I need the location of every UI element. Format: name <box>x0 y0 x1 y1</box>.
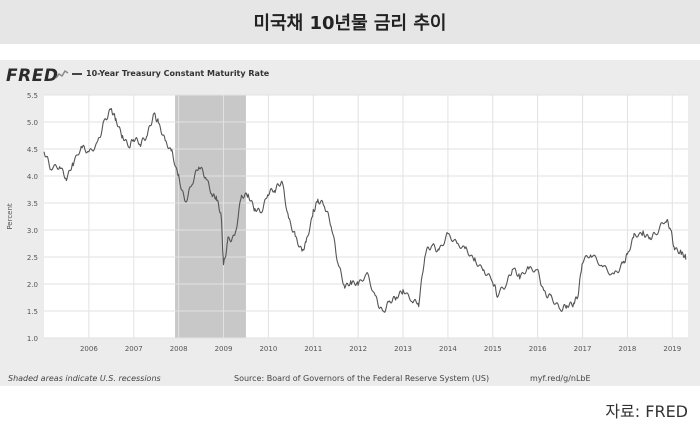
y-tick-label: 1.0 <box>27 335 38 343</box>
x-tick-label: 2010 <box>259 345 277 353</box>
recession-note: Shaded areas indicate U.S. recessions <box>8 374 161 383</box>
chart-panel: FRED 10-Year Treasury Constant Maturity … <box>0 60 700 386</box>
x-tick-label: 2013 <box>394 345 412 353</box>
x-tick-label: 2018 <box>619 345 637 353</box>
line-chart: 1.0 1.5 2.0 2.5 3.0 3.5 4.0 4.5 5.0 5.5 2006 2007 20… <box>6 92 688 353</box>
x-tick-label: 2016 <box>529 345 547 353</box>
y-tick-label: 3.5 <box>27 200 38 208</box>
x-tick-label: 2007 <box>125 345 143 353</box>
recession-band <box>175 95 246 338</box>
y-tick-label: 5.5 <box>27 92 38 100</box>
x-tick-label: 2014 <box>439 345 457 353</box>
y-axis-label: Percent <box>6 203 14 230</box>
y-tick-label: 2.0 <box>27 281 38 289</box>
x-tick-label: 2015 <box>484 345 502 353</box>
x-tick-label: 2009 <box>215 345 233 353</box>
chart-legend: 10-Year Treasury Constant Maturity Rate <box>72 69 269 78</box>
credit-text: 자료: FRED <box>605 402 688 421</box>
legend-line-swatch <box>72 72 82 75</box>
x-tick-label: 2011 <box>304 345 322 353</box>
legend-label: 10-Year Treasury Constant Maturity Rate <box>86 69 270 78</box>
trend-chart-icon <box>55 69 69 79</box>
y-tick-label: 5.0 <box>27 119 38 127</box>
x-tick-label: 2008 <box>170 345 188 353</box>
source-note: Source: Board of Governors of the Federa… <box>234 374 490 383</box>
x-tick-label: 2012 <box>349 345 367 353</box>
x-tick-label: 2006 <box>80 345 98 353</box>
x-tick-label: 2019 <box>663 345 681 353</box>
title-bar: 미국채 10년물 금리 추이 <box>0 0 700 44</box>
x-tick-label: 2017 <box>574 345 592 353</box>
y-tick-label: 4.0 <box>27 173 38 181</box>
fred-logo: FRED <box>6 66 59 86</box>
series-line <box>43 107 687 313</box>
short-url: myf.red/g/nLbE <box>530 374 591 383</box>
y-tick-label: 2.5 <box>27 254 38 262</box>
plot-area <box>44 95 688 338</box>
page-title: 미국채 10년물 금리 추이 <box>253 13 447 34</box>
y-tick-label: 1.5 <box>27 308 38 316</box>
y-tick-label: 4.5 <box>27 146 38 154</box>
y-tick-label: 3.0 <box>27 227 38 235</box>
